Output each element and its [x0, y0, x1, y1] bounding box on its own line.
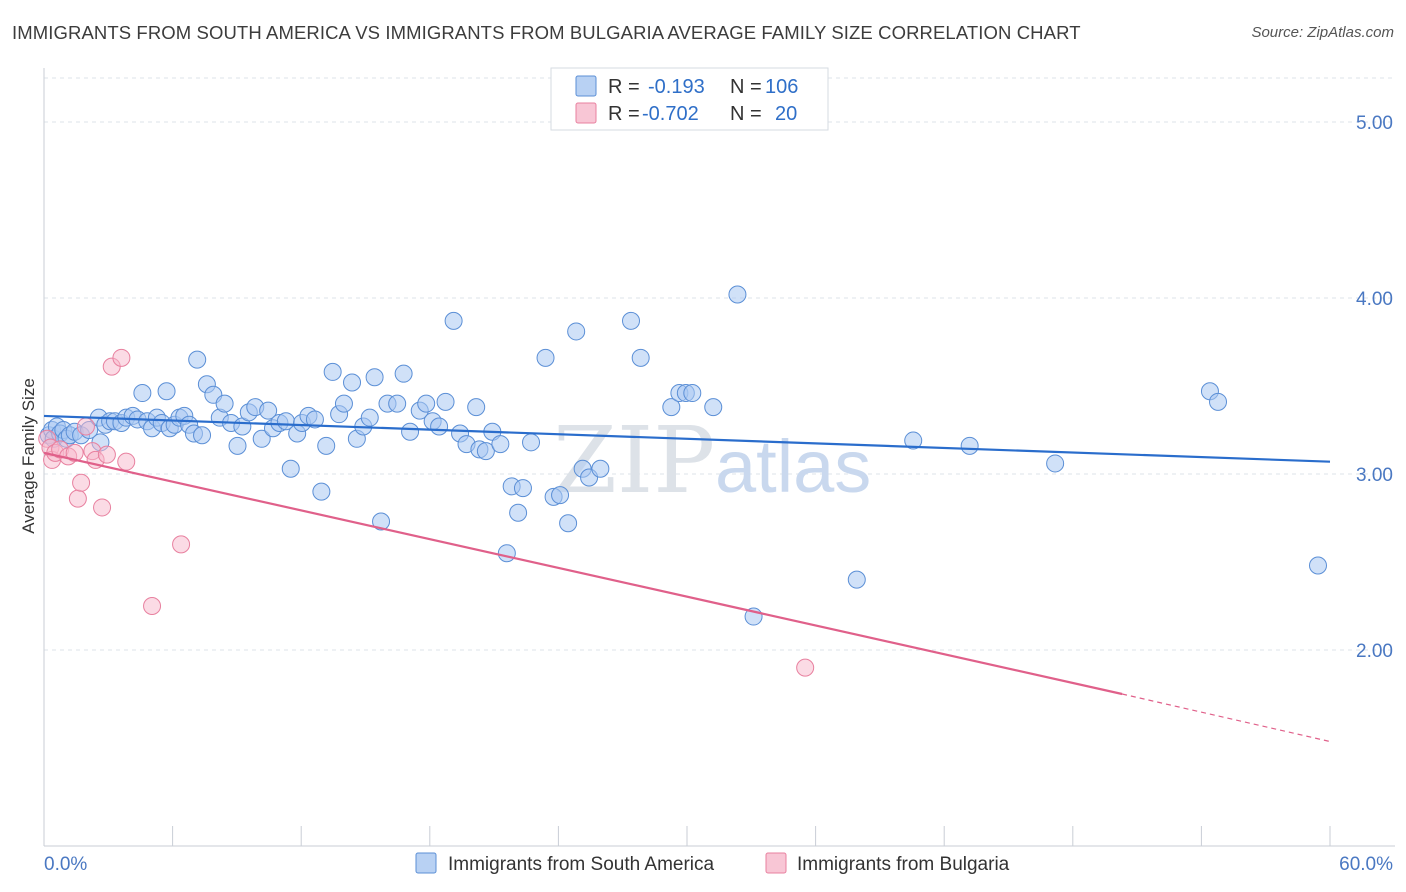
point-south-america-80 — [491, 435, 510, 454]
axes — [43, 68, 1395, 847]
point-bulgaria-9 — [76, 417, 95, 436]
point-south-america-106 — [1046, 454, 1065, 473]
legend-r-value-2: -0.702 — [642, 103, 699, 125]
point-south-america-83 — [509, 503, 528, 522]
point-south-america-84 — [513, 479, 532, 498]
legend-r-label-1: R = — [608, 76, 640, 98]
point-south-america-69 — [417, 394, 436, 413]
series-bulgaria-points — [38, 348, 815, 677]
series-legend: Immigrants from South America Immigrants… — [415, 852, 1010, 875]
point-bulgaria-13 — [97, 445, 116, 464]
y-tick-label-2: 4.00 — [1356, 289, 1393, 310]
legend-n-value-2: 20 — [775, 103, 797, 125]
point-south-america-72 — [436, 392, 455, 411]
point-bulgaria-7 — [68, 489, 87, 508]
point-south-america-67 — [401, 422, 420, 441]
point-bulgaria-15 — [112, 348, 131, 367]
point-south-america-100 — [704, 398, 723, 417]
point-south-america-65 — [388, 394, 407, 413]
point-bulgaria-16 — [117, 452, 136, 471]
legend-n-label-2: N = — [730, 103, 762, 125]
point-south-america-43 — [252, 429, 271, 448]
point-south-america-81 — [497, 544, 516, 563]
point-south-america-96 — [662, 398, 681, 417]
legend-r-value-1: -0.193 — [648, 76, 705, 98]
legend-r-label-2: R = — [608, 103, 640, 125]
legend-swatch-pink — [575, 102, 597, 124]
point-south-america-62 — [365, 368, 384, 387]
point-south-america-94 — [622, 311, 641, 330]
point-bulgaria-6 — [65, 443, 84, 462]
point-south-america-39 — [228, 436, 247, 455]
point-south-america-66 — [394, 364, 413, 383]
point-south-america-104 — [904, 431, 923, 450]
point-south-america-86 — [536, 348, 555, 367]
point-bulgaria-19 — [796, 658, 815, 677]
trend-lines — [43, 414, 1331, 743]
point-south-america-53 — [312, 482, 331, 501]
point-south-america-54 — [317, 436, 336, 455]
point-south-america-25 — [157, 382, 176, 401]
y-axis-label: Average Family Size — [19, 378, 38, 534]
x-tick-label-0: 0.0% — [44, 854, 87, 875]
point-south-america-20 — [133, 384, 152, 403]
bottom-legend-label-pink: Immigrants from Bulgaria — [797, 854, 1010, 875]
legend-n-label-1: N = — [730, 76, 762, 98]
point-south-america-93 — [591, 459, 610, 478]
y-tick-label-1: 3.00 — [1356, 465, 1393, 486]
point-south-america-37 — [215, 394, 234, 413]
bottom-legend-swatch-blue — [415, 852, 437, 874]
point-south-america-85 — [522, 433, 541, 452]
chart-title: IMMIGRANTS FROM SOUTH AMERICA VS IMMIGRA… — [12, 22, 1081, 43]
watermark-zip: ZIP — [553, 407, 715, 514]
point-bulgaria-12 — [93, 498, 112, 517]
point-south-america-105 — [960, 436, 979, 455]
correlation-legend: R = -0.193 N = 106 R = -0.702 N = 20 — [550, 67, 829, 131]
point-south-america-61 — [360, 408, 379, 427]
point-south-america-109 — [1309, 556, 1327, 575]
point-south-america-32 — [188, 350, 207, 369]
point-bulgaria-8 — [72, 473, 91, 492]
point-south-america-48 — [281, 459, 300, 478]
point-south-america-63 — [372, 512, 391, 531]
trend-line-bulgaria — [43, 451, 1123, 696]
y-tick-labels: 2.00 3.00 4.00 5.00 — [1356, 113, 1393, 662]
legend-n-value-1: 106 — [765, 76, 798, 98]
point-south-america-101 — [728, 285, 747, 304]
point-south-america-99 — [683, 384, 702, 403]
point-south-america-90 — [567, 322, 586, 341]
point-south-america-71 — [430, 417, 449, 436]
x-tick-labels: 0.0% 60.0% — [44, 854, 1393, 875]
point-south-america-44 — [259, 401, 278, 420]
gridlines — [44, 77, 1395, 651]
point-south-america-73 — [444, 311, 463, 330]
point-south-america-88 — [551, 486, 570, 505]
point-south-america-76 — [467, 398, 486, 417]
point-south-america-55 — [323, 362, 342, 381]
point-bulgaria-18 — [172, 535, 191, 554]
point-south-america-95 — [631, 348, 650, 367]
point-south-america-57 — [334, 394, 353, 413]
bottom-legend-label-blue: Immigrants from South America — [448, 854, 715, 875]
point-south-america-52 — [305, 410, 324, 429]
y-tick-label-0: 2.00 — [1356, 641, 1393, 662]
legend-swatch-blue — [575, 75, 597, 97]
y-tick-label-3: 5.00 — [1356, 113, 1393, 134]
x-tick-label-1: 60.0% — [1339, 854, 1393, 875]
point-bulgaria-17 — [143, 597, 162, 615]
chart-source: Source: ZipAtlas.com — [1251, 24, 1394, 41]
point-south-america-103 — [847, 570, 866, 589]
point-south-america-89 — [559, 514, 578, 533]
watermark-atlas: atlas — [715, 425, 871, 508]
bottom-legend-swatch-pink — [765, 852, 787, 874]
trend-line-bulgaria-extension — [1121, 693, 1331, 743]
trend-line-south-america — [43, 414, 1331, 463]
point-south-america-33 — [193, 426, 212, 445]
point-south-america-58 — [343, 373, 362, 392]
point-south-america-108 — [1209, 392, 1228, 411]
point-south-america-78 — [476, 442, 495, 461]
